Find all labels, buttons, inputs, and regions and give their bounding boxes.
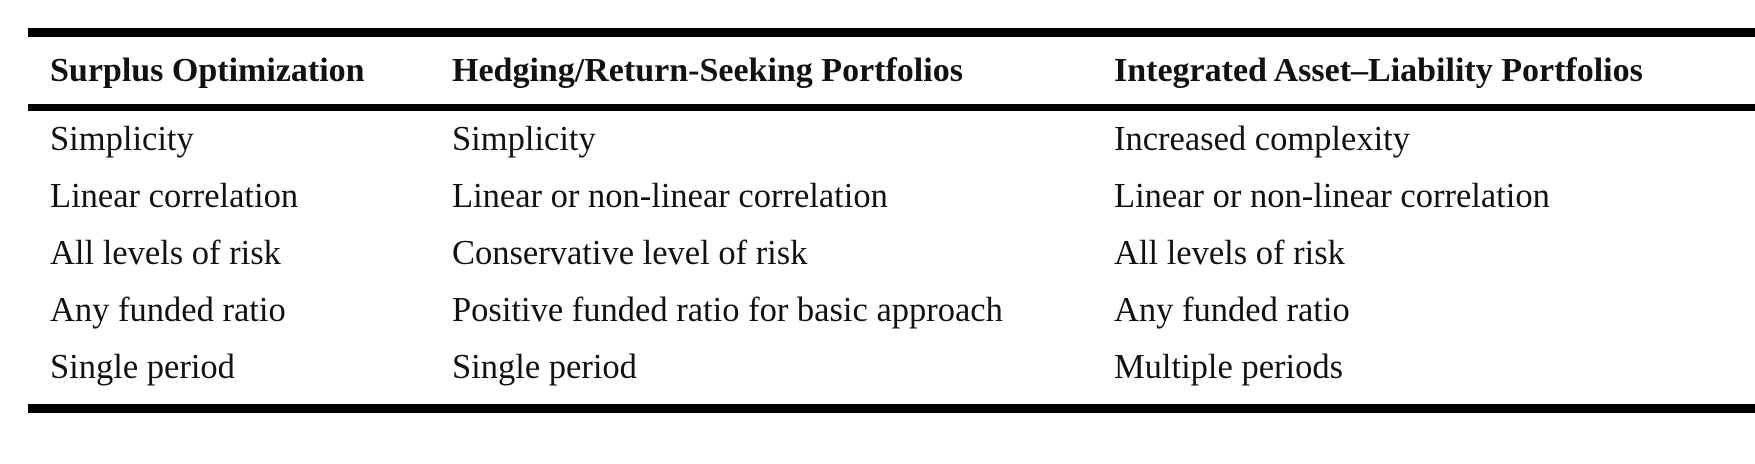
header-integrated-asset-liability: Integrated Asset–Liability Portfolios: [1114, 51, 1643, 89]
table-cell: Single period: [452, 348, 637, 386]
table-row: Any funded ratio Positive funded ratio f…: [28, 282, 1755, 339]
header-surplus-optimization: Surplus Optimization: [50, 51, 365, 89]
table-row: All levels of risk Conservative level of…: [28, 225, 1755, 282]
table-bottom-rule: [28, 404, 1755, 413]
table-cell: Positive funded ratio for basic approach: [452, 291, 1003, 329]
table-cell: All levels of risk: [50, 234, 281, 272]
table-body: Simplicity Simplicity Increased complexi…: [28, 111, 1755, 404]
table-cell: Linear or non-linear correlation: [452, 177, 888, 215]
table-cell: Conservative level of risk: [452, 234, 808, 272]
table-row: Linear correlation Linear or non-linear …: [28, 168, 1755, 225]
comparison-table: Surplus Optimization Hedging/Return-Seek…: [28, 28, 1755, 413]
table-cell: Simplicity: [50, 120, 194, 158]
table-cell: All levels of risk: [1114, 234, 1345, 272]
table-row: Simplicity Simplicity Increased complexi…: [28, 111, 1755, 168]
table-cell: Any funded ratio: [1114, 291, 1350, 329]
table-cell: Increased complexity: [1114, 120, 1410, 158]
table-cell: Multiple periods: [1114, 348, 1344, 386]
table-cell: Linear or non-linear correlation: [1114, 177, 1550, 215]
table-cell: Any funded ratio: [50, 291, 286, 329]
table-header-rule: [28, 104, 1755, 111]
table-row: Single period Single period Multiple per…: [28, 339, 1755, 396]
table-top-rule: [28, 28, 1755, 37]
table-header-row: Surplus Optimization Hedging/Return-Seek…: [28, 37, 1755, 104]
table-cell: Linear correlation: [50, 177, 299, 215]
table-cell: Single period: [50, 348, 235, 386]
header-hedging-return-seeking: Hedging/Return-Seeking Portfolios: [452, 51, 963, 89]
table-cell: Simplicity: [452, 120, 596, 158]
